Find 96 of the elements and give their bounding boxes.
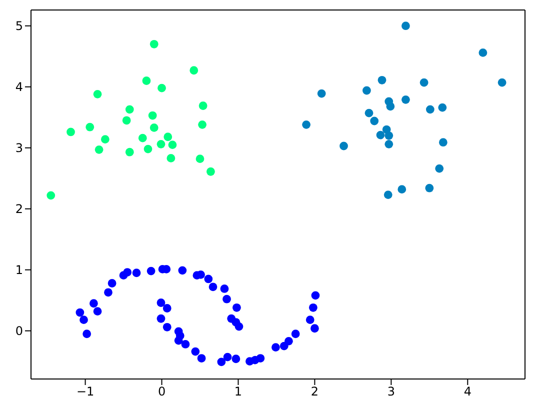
- point: [150, 40, 158, 48]
- point: [284, 336, 293, 346]
- point: [104, 288, 112, 297]
- point: [204, 274, 213, 284]
- point: [156, 298, 166, 307]
- point: [196, 154, 204, 164]
- point: [108, 279, 116, 288]
- point: [478, 48, 488, 57]
- point: [166, 154, 176, 162]
- point: [174, 336, 183, 345]
- point: [164, 132, 172, 142]
- y-tick-label: 2: [15, 202, 23, 216]
- point: [386, 102, 395, 111]
- point: [402, 95, 410, 104]
- point: [156, 314, 166, 323]
- point: [223, 352, 232, 362]
- point: [306, 316, 314, 324]
- point: [198, 102, 208, 110]
- y-tick-label: 5: [15, 19, 23, 34]
- point: [80, 316, 88, 324]
- x-tick-label: −1: [76, 384, 94, 399]
- point: [420, 78, 428, 87]
- point: [364, 108, 374, 118]
- x-tick-label: 4: [464, 384, 472, 399]
- point: [426, 105, 434, 114]
- point: [142, 76, 151, 85]
- point: [384, 131, 394, 140]
- point: [438, 138, 448, 147]
- point: [90, 299, 98, 308]
- point: [148, 111, 157, 120]
- point: [138, 134, 147, 142]
- point: [376, 130, 385, 140]
- y-tick-label: 0: [15, 324, 23, 338]
- point: [100, 135, 110, 144]
- point: [93, 90, 102, 98]
- point: [217, 358, 226, 366]
- point: [181, 340, 190, 348]
- point: [438, 103, 447, 112]
- point: [435, 164, 444, 173]
- point: [86, 122, 94, 132]
- point: [310, 324, 319, 333]
- point: [158, 84, 166, 92]
- point: [162, 322, 172, 332]
- point: [156, 140, 166, 148]
- point: [384, 140, 394, 148]
- point: [125, 105, 134, 114]
- x-tick-label: 3: [387, 384, 395, 399]
- point: [197, 354, 206, 362]
- point: [362, 86, 371, 95]
- point: [402, 22, 410, 30]
- y-tick-label: 3: [15, 141, 23, 156]
- point: [122, 116, 131, 125]
- point: [125, 148, 134, 156]
- point: [82, 330, 92, 338]
- point: [220, 284, 229, 293]
- point: [291, 330, 300, 338]
- point: [123, 268, 132, 276]
- y-tick-label: 4: [15, 80, 23, 94]
- point: [222, 294, 231, 304]
- point: [272, 343, 280, 352]
- point: [168, 140, 177, 149]
- point: [93, 307, 102, 316]
- point: [384, 190, 392, 200]
- point: [198, 120, 206, 129]
- y-tick-label: 1: [15, 263, 23, 278]
- point: [206, 167, 215, 176]
- point: [132, 268, 141, 278]
- point: [46, 191, 56, 200]
- point: [425, 184, 434, 192]
- x-tick-label: 0: [158, 384, 166, 399]
- x-tick-label: 2: [310, 384, 319, 399]
- point: [232, 354, 240, 364]
- point: [234, 322, 244, 331]
- point: [94, 145, 104, 154]
- point: [191, 347, 200, 356]
- point: [190, 66, 198, 75]
- point: [66, 128, 75, 136]
- point: [308, 303, 318, 312]
- point: [498, 78, 506, 87]
- point: [208, 282, 218, 292]
- point: [178, 266, 187, 275]
- point: [256, 354, 265, 362]
- point: [146, 266, 156, 276]
- point: [76, 308, 84, 317]
- point: [378, 76, 386, 84]
- point: [317, 89, 326, 98]
- point: [398, 185, 406, 194]
- point: [144, 144, 152, 154]
- point: [340, 142, 348, 150]
- point: [370, 116, 379, 126]
- point: [162, 304, 172, 312]
- point: [311, 291, 320, 300]
- point: [150, 124, 158, 132]
- point: [302, 120, 310, 129]
- point: [232, 303, 241, 312]
- x-tick-label: 1: [234, 384, 242, 399]
